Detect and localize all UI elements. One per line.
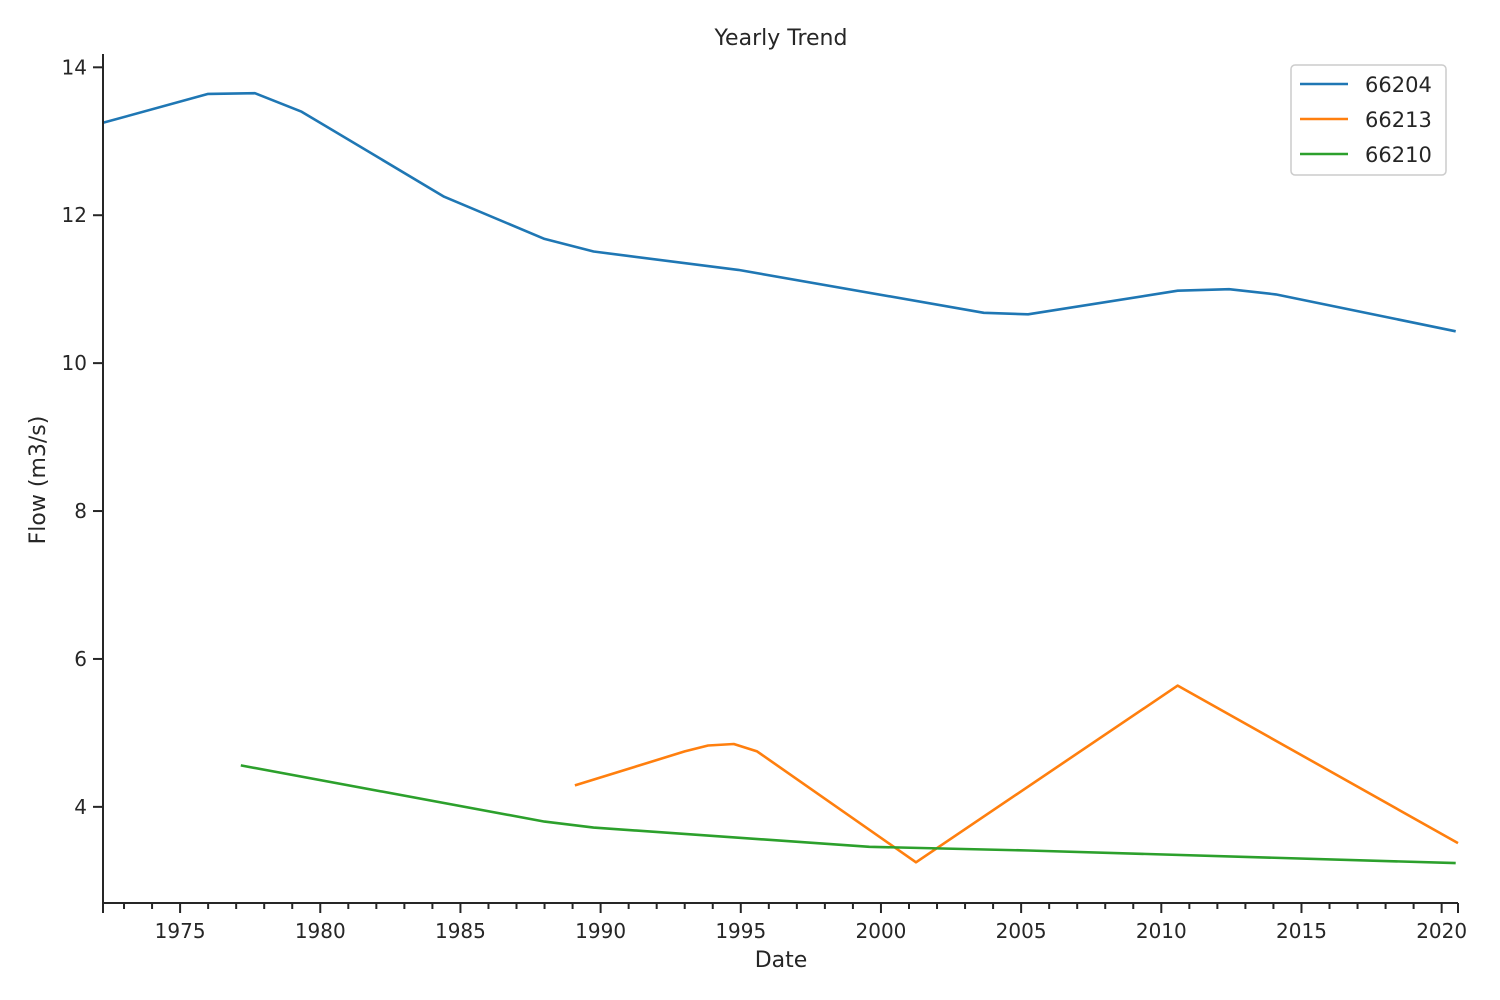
- x-tick-label: 1975: [155, 919, 206, 943]
- legend-items: 66204 66213 66210: [1300, 73, 1432, 167]
- y-axis-label: Flow (m3/s): [26, 416, 51, 545]
- series-line-66204: [102, 91, 1456, 333]
- x-tick-label: 2015: [1276, 919, 1327, 943]
- series-line-66210: [240, 764, 1456, 865]
- y-tick-label: 10: [62, 351, 87, 375]
- x-axis-ticks: 1975 1980 1985 1990 1995 2000 2005 2010 2015 2020: [102, 903, 1467, 943]
- series-layer: [102, 91, 1459, 865]
- plot-area: 1975 1980 1985 1990 1995 2000 2005 2010 2015 2020…: [62, 54, 1467, 943]
- y-tick-label: 8: [74, 499, 87, 523]
- x-tick-label: 1995: [715, 919, 766, 943]
- y-tick-label: 6: [74, 647, 87, 671]
- chart-title: Yearly Trend: [714, 26, 848, 51]
- x-tick-label: 2010: [1136, 919, 1187, 943]
- legend-frame: [1290, 64, 1447, 176]
- legend-label-66210: 66210: [1365, 143, 1432, 167]
- legend: 66204 66213 66210: [1290, 64, 1447, 176]
- x-tick-label: 2020: [1416, 919, 1467, 943]
- x-tick-label: 2000: [856, 919, 907, 943]
- y-axis-ticks: 4 6 8 10 12 14: [62, 55, 103, 819]
- y-tick-label: 14: [62, 55, 87, 79]
- x-tick-label: 2005: [996, 919, 1047, 943]
- y-tick-label: 12: [62, 203, 87, 227]
- y-tick-label: 4: [74, 795, 87, 819]
- legend-label-66204: 66204: [1365, 73, 1432, 97]
- x-tick-label: 1985: [435, 919, 486, 943]
- series-line-66213: [574, 684, 1459, 864]
- x-tick-label: 1990: [575, 919, 626, 943]
- legend-label-66213: 66213: [1365, 108, 1432, 132]
- x-axis-label: Date: [755, 948, 808, 973]
- x-tick-label: 1980: [295, 919, 346, 943]
